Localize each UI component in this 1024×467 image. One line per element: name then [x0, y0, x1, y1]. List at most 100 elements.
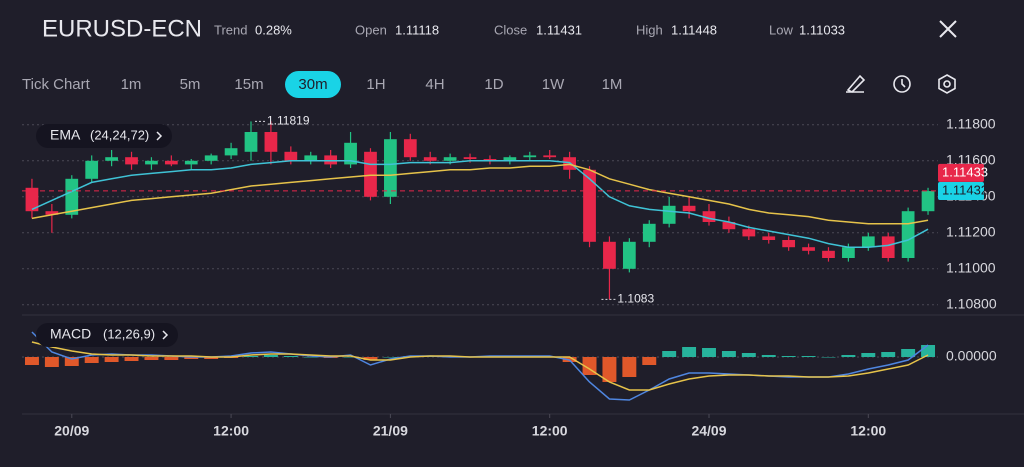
macd-histogram-bar	[124, 357, 139, 361]
stat-label: Trend	[214, 22, 247, 37]
candle-body	[105, 157, 118, 161]
y-tick-label: 1.10800	[946, 296, 997, 312]
macd-histogram-bar	[801, 356, 816, 357]
y-tick-label: 1.11600	[946, 152, 996, 168]
indicator-params: (24,24,72)	[90, 127, 149, 142]
macd-histogram-bar	[363, 357, 378, 360]
macd-histogram-bar	[184, 357, 199, 359]
indicator-params: (12,26,9)	[103, 326, 155, 341]
indicator-pill[interactable]	[36, 124, 172, 148]
chart-mode[interactable]: Tick Chart	[22, 76, 91, 93]
macd-histogram-bar	[761, 355, 776, 357]
stat-value: 0.28%	[255, 22, 292, 37]
candle-body	[324, 155, 338, 165]
macd-histogram-bar	[821, 357, 836, 358]
timeframe-button[interactable]: 1W	[542, 76, 565, 93]
candle-body	[583, 169, 596, 242]
candle-body	[364, 151, 377, 197]
stat-value: 1.11448	[671, 22, 717, 37]
candle-body	[45, 211, 59, 215]
candle-body	[503, 157, 517, 161]
macd-histogram-bar	[383, 357, 398, 358]
macd-histogram-bar	[24, 357, 39, 365]
stat-label: Open	[355, 22, 387, 37]
active-timeframe-pill	[285, 71, 341, 98]
timeframe-button[interactable]: 15m	[234, 76, 263, 93]
candle-body	[921, 191, 935, 212]
candle-body	[224, 148, 238, 156]
stat-value: 1.11431	[536, 22, 582, 37]
candle-body	[662, 205, 676, 224]
macd-histogram-bar	[841, 355, 856, 357]
candle-body	[65, 178, 79, 215]
stat-label: Low	[769, 22, 793, 37]
x-tick-label: 21/09	[373, 423, 408, 439]
price-tag-label: 1.11433	[942, 164, 988, 179]
candle-body	[204, 155, 218, 161]
indicator-name: MACD	[50, 326, 91, 342]
candle-body	[145, 160, 158, 165]
candle-body	[722, 222, 736, 230]
timeframe-button[interactable]: 1D	[484, 76, 503, 93]
timeframe-button[interactable]: 30m	[298, 76, 327, 93]
timeframe-button[interactable]: 4H	[425, 76, 444, 93]
y-tick-label: 1.11200	[946, 224, 996, 240]
macd-histogram-bar	[343, 357, 358, 358]
y-tick-label: 0.00000	[946, 348, 997, 364]
candle-body	[403, 139, 417, 158]
timeframe-button[interactable]: 1M	[602, 76, 623, 93]
candle-body	[762, 236, 776, 240]
y-tick-label: 1.11000	[946, 260, 996, 276]
macd-histogram-bar	[144, 357, 159, 360]
x-tick-label: 12:00	[213, 423, 249, 439]
candle-body	[164, 160, 178, 165]
macd-histogram-bar	[781, 356, 796, 357]
macd-histogram-bar	[204, 357, 219, 359]
indicator-line	[31, 160, 929, 248]
draw-tool[interactable]	[846, 74, 866, 93]
macd-histogram-bar	[104, 357, 119, 362]
candle-body	[742, 229, 756, 237]
price-tag-label: 1.11432	[942, 182, 988, 197]
candle-body	[463, 157, 477, 159]
candle-body	[184, 160, 198, 165]
indicator-line	[31, 163, 929, 225]
x-tick-label: 24/09	[691, 423, 726, 439]
macd-histogram-bar	[622, 357, 637, 377]
candle-body	[881, 236, 895, 258]
timer-tool[interactable]	[893, 75, 911, 93]
candle-body	[622, 241, 636, 269]
macd-histogram-bar	[263, 355, 278, 357]
macd-histogram-bar	[642, 357, 657, 365]
settings-tool[interactable]	[938, 74, 956, 94]
candle-body	[443, 157, 457, 161]
timeframe-button[interactable]: 5m	[180, 76, 201, 93]
candle-body	[642, 223, 656, 242]
stat-value: 1.11118	[395, 22, 439, 37]
candle-body	[842, 247, 855, 258]
macd-histogram-bar	[881, 352, 896, 357]
indicator-line	[31, 341, 929, 391]
macd-histogram-bar	[303, 357, 318, 358]
close-button[interactable]	[939, 20, 957, 38]
chevron	[156, 131, 163, 141]
candle-body	[901, 211, 915, 258]
max-marker-label: 1.11819	[267, 114, 310, 128]
candle-body	[682, 205, 696, 212]
macd-histogram-bar	[861, 353, 876, 357]
timeframe-button[interactable]: 1m	[121, 76, 142, 93]
macd-histogram-bar	[721, 351, 736, 357]
macd-histogram-bar	[283, 356, 298, 357]
candle-body	[483, 159, 497, 161]
macd-histogram-bar	[164, 357, 179, 360]
indicator-name: EMA	[50, 127, 81, 143]
candle-body	[85, 160, 99, 179]
candle-body	[423, 157, 437, 161]
macd-histogram-bar	[662, 351, 677, 357]
chevron	[162, 330, 169, 340]
timeframe-button[interactable]: 1H	[366, 76, 385, 93]
macd-histogram-bar	[64, 357, 79, 366]
indicator-pill[interactable]	[36, 323, 178, 347]
